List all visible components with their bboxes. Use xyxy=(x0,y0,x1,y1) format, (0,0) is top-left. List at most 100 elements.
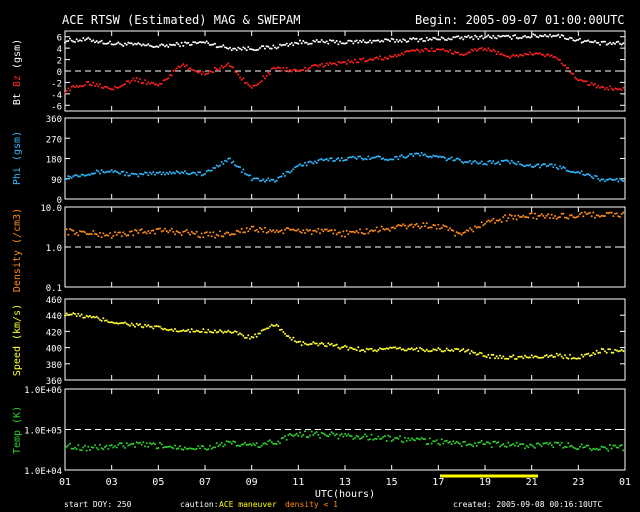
data-point xyxy=(612,89,615,92)
data-point xyxy=(385,158,388,161)
data-point xyxy=(469,443,471,446)
data-point xyxy=(85,314,88,317)
data-point xyxy=(444,349,446,352)
data-point xyxy=(350,435,353,438)
data-point xyxy=(150,325,153,328)
data-point xyxy=(565,356,568,359)
data-point xyxy=(619,177,621,180)
data-point xyxy=(99,83,101,86)
data-point xyxy=(582,355,585,358)
data-point xyxy=(104,42,106,45)
data-point xyxy=(102,317,105,320)
data-point xyxy=(260,45,263,48)
data-point xyxy=(219,329,221,332)
data-point xyxy=(597,177,600,180)
data-point xyxy=(570,444,573,447)
data-point xyxy=(522,35,525,38)
data-point xyxy=(299,69,301,72)
data-point xyxy=(169,229,171,232)
data-point xyxy=(580,79,583,82)
data-point xyxy=(272,442,275,445)
data-point xyxy=(92,172,95,175)
data-point xyxy=(595,447,598,450)
data-point xyxy=(575,448,578,451)
data-point xyxy=(615,41,618,44)
data-point xyxy=(257,230,260,233)
data-point xyxy=(205,72,208,75)
data-point xyxy=(529,356,531,359)
data-point xyxy=(365,41,368,44)
data-point xyxy=(104,319,106,322)
data-point xyxy=(100,236,103,239)
data-point xyxy=(249,48,251,51)
data-point xyxy=(237,333,240,336)
data-point xyxy=(125,234,128,237)
data-point xyxy=(212,43,215,46)
data-point xyxy=(282,172,285,175)
data-point xyxy=(170,227,173,230)
data-point xyxy=(459,37,461,40)
data-point xyxy=(239,76,241,79)
data-point xyxy=(177,171,180,174)
data-point xyxy=(587,352,590,355)
data-point xyxy=(532,217,535,220)
data-point xyxy=(240,171,243,174)
data-point xyxy=(425,36,428,39)
data-point xyxy=(465,349,468,352)
data-point xyxy=(567,442,570,445)
data-point xyxy=(150,443,153,446)
data-point xyxy=(182,44,185,47)
data-point xyxy=(330,39,333,42)
data-point xyxy=(407,225,410,228)
data-point xyxy=(600,85,603,88)
data-point xyxy=(330,63,333,65)
data-point xyxy=(194,172,196,174)
y-tick-label: 90 xyxy=(51,176,62,186)
data-point xyxy=(234,330,236,333)
data-point xyxy=(134,42,136,45)
data-point xyxy=(349,434,351,437)
data-point xyxy=(289,43,291,46)
data-point xyxy=(84,84,86,86)
data-point xyxy=(509,444,511,447)
data-point xyxy=(344,344,346,347)
data-point xyxy=(479,162,481,165)
data-point xyxy=(514,34,516,37)
data-point xyxy=(614,42,616,45)
data-point xyxy=(560,355,563,358)
data-point xyxy=(534,355,536,358)
data-point xyxy=(339,231,341,234)
data-point xyxy=(605,351,608,354)
data-point xyxy=(459,158,461,161)
data-point xyxy=(77,234,80,237)
data-point xyxy=(337,157,340,160)
data-point xyxy=(472,49,475,52)
data-point xyxy=(255,84,258,87)
data-point xyxy=(294,41,296,44)
data-point xyxy=(569,170,571,173)
data-point xyxy=(614,87,616,90)
data-point xyxy=(430,156,433,159)
data-point xyxy=(105,42,108,45)
data-point xyxy=(215,442,218,445)
data-point xyxy=(127,234,130,237)
data-point xyxy=(197,171,200,174)
data-point xyxy=(375,350,378,353)
data-point xyxy=(252,442,255,445)
data-point xyxy=(167,231,170,234)
data-point xyxy=(94,316,96,319)
data-point xyxy=(562,212,565,215)
data-point xyxy=(222,331,225,334)
data-point xyxy=(354,436,356,439)
data-point xyxy=(565,169,568,172)
data-point xyxy=(64,314,66,317)
data-point xyxy=(82,173,85,176)
data-point xyxy=(190,43,193,46)
data-point xyxy=(172,171,175,174)
data-point xyxy=(164,446,166,448)
data-point xyxy=(129,324,131,327)
data-point xyxy=(395,225,398,228)
data-point xyxy=(120,84,123,87)
data-point xyxy=(495,355,498,358)
data-point xyxy=(162,229,165,232)
